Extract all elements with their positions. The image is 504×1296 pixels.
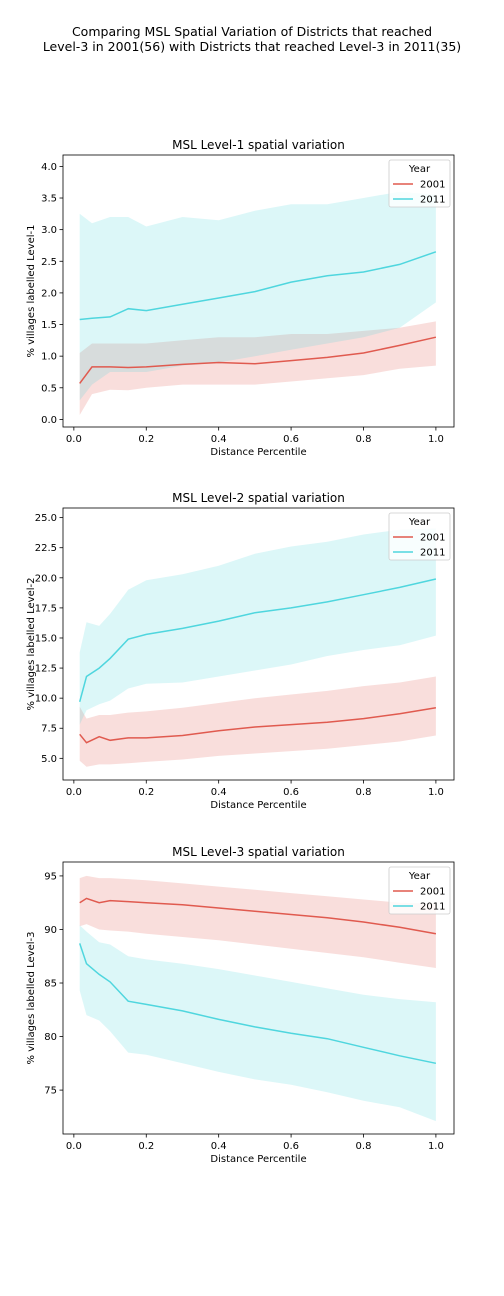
x-axis-label: Distance Percentile <box>210 800 306 811</box>
series-line-2011 <box>78 578 437 702</box>
x-tick-label: 1.0 <box>428 434 444 445</box>
legend-title: Year <box>408 871 431 882</box>
y-tick-label: 80 <box>44 1032 57 1043</box>
suptitle-line-2: Level-3 in 2001(56) with Districts that … <box>42 39 462 54</box>
y-tick-label: 1.0 <box>41 352 57 363</box>
x-tick-label: 0.8 <box>356 434 372 445</box>
y-tick-label: 2.0 <box>41 288 57 299</box>
y-tick-label: 0.5 <box>41 383 57 394</box>
y-tick-label: 17.5 <box>35 603 57 614</box>
legend-title: Year <box>408 164 431 175</box>
y-tick-label: 95 <box>44 871 57 882</box>
legend-entry-2001: 2001 <box>420 180 445 191</box>
series-line-2001 <box>79 707 437 744</box>
chart-title: MSL Level-1 spatial variation <box>172 138 345 152</box>
legend-entry-2001: 2001 <box>420 887 445 898</box>
band-2011 <box>79 191 436 401</box>
y-tick-label: 90 <box>44 925 57 936</box>
legend-box <box>388 866 451 915</box>
chart-panel-1: 0.0 0.2 0.4 0.6 0.8 1.0 0.0 0.5 1.0 1.5 2.0 2.5 3.0 3… <box>26 138 455 458</box>
y-tick-label: 7.5 <box>41 724 57 735</box>
chart-title: MSL Level-2 spatial variation <box>172 491 345 505</box>
y-tick-label: 75 <box>44 1086 57 1097</box>
y-tick-label: 3.5 <box>41 194 57 205</box>
y-tick-label: 1.5 <box>41 320 57 331</box>
y-tick-label: 3.0 <box>41 225 57 236</box>
y-tick-label: 85 <box>44 979 57 990</box>
y-tick-label: 2.5 <box>41 257 57 268</box>
y-tick-label: 22.5 <box>35 543 57 554</box>
chart-title: MSL Level-3 spatial variation <box>172 845 345 859</box>
legend-entry-2001: 2001 <box>420 533 445 544</box>
legend-box <box>388 512 451 561</box>
x-tick-label: 0.6 <box>283 1141 299 1152</box>
x-tick-label: 0.2 <box>138 1141 154 1152</box>
legend-entry-2011: 2011 <box>420 902 445 913</box>
band-2011 <box>79 528 436 725</box>
x-tick-label: 0.6 <box>283 787 299 798</box>
legend: Year 2001 2011 <box>388 512 451 561</box>
band-2001 <box>79 875 436 968</box>
x-tick-label: 0.0 <box>66 787 82 798</box>
x-tick-label: 1.0 <box>428 1141 444 1152</box>
x-tick-label: 0.4 <box>211 787 227 798</box>
x-tick-label: 0.0 <box>66 1141 82 1152</box>
series-line-2001 <box>79 897 437 935</box>
y-axis-label: % villages labelled Level-3 <box>26 932 37 1065</box>
x-tick-label: 0.8 <box>356 1141 372 1152</box>
series-line-2011 <box>78 943 437 1065</box>
series-line-2011 <box>79 251 437 321</box>
x-tick-label: 0.2 <box>138 434 154 445</box>
axes-frame <box>62 154 455 428</box>
x-axis-label: Distance Percentile <box>210 1154 306 1165</box>
legend-entry-2011: 2011 <box>420 195 445 206</box>
x-tick-label: 0.6 <box>283 434 299 445</box>
x-axis-label: Distance Percentile <box>210 447 306 458</box>
y-tick-label: 4.0 <box>41 162 57 173</box>
x-tick-label: 1.0 <box>428 787 444 798</box>
suptitle-line-1: Comparing MSL Spatial Variation of Distr… <box>71 24 433 39</box>
x-tick-label: 0.2 <box>138 787 154 798</box>
x-tick-label: 0.0 <box>66 434 82 445</box>
legend: Year 2001 2011 <box>388 159 451 208</box>
series-line-2001 <box>79 336 437 384</box>
legend-title: Year <box>408 517 431 528</box>
axes-frame <box>62 507 455 781</box>
axes-frame <box>62 861 455 1135</box>
band-2001 <box>79 676 436 767</box>
band-2011 <box>79 925 436 1122</box>
y-axis-label: % villages labelled Level-1 <box>26 225 37 358</box>
x-tick-label: 0.8 <box>356 787 372 798</box>
legend: Year 2001 2011 <box>388 866 451 915</box>
chart-panel-2: 0.0 0.2 0.4 0.6 0.8 1.0 5.0 7.5 10.0 12.5 15.0 17.5… <box>26 491 455 811</box>
chart-panel-3: 0.0 0.2 0.4 0.6 0.8 1.0 75 80 85 90 95 MSL Level-3 … <box>26 845 455 1165</box>
y-tick-label: 5.0 <box>41 754 57 765</box>
legend-entry-2011: 2011 <box>420 548 445 559</box>
y-tick-label: 15.0 <box>35 633 57 644</box>
y-tick-label: 10.0 <box>35 694 57 705</box>
figure-suptitle: Comparing MSL Spatial Variation of Distr… <box>0 24 504 54</box>
y-tick-label: 20.0 <box>35 573 57 584</box>
y-axis-label: % villages labelled Level-2 <box>26 578 37 711</box>
y-tick-label: 12.5 <box>35 664 57 675</box>
legend-box <box>388 159 451 208</box>
band-2001 <box>79 321 436 415</box>
x-tick-label: 0.4 <box>211 434 227 445</box>
y-tick-label: 25.0 <box>35 513 57 524</box>
y-tick-label: 0.0 <box>41 415 57 426</box>
x-tick-label: 0.4 <box>211 1141 227 1152</box>
